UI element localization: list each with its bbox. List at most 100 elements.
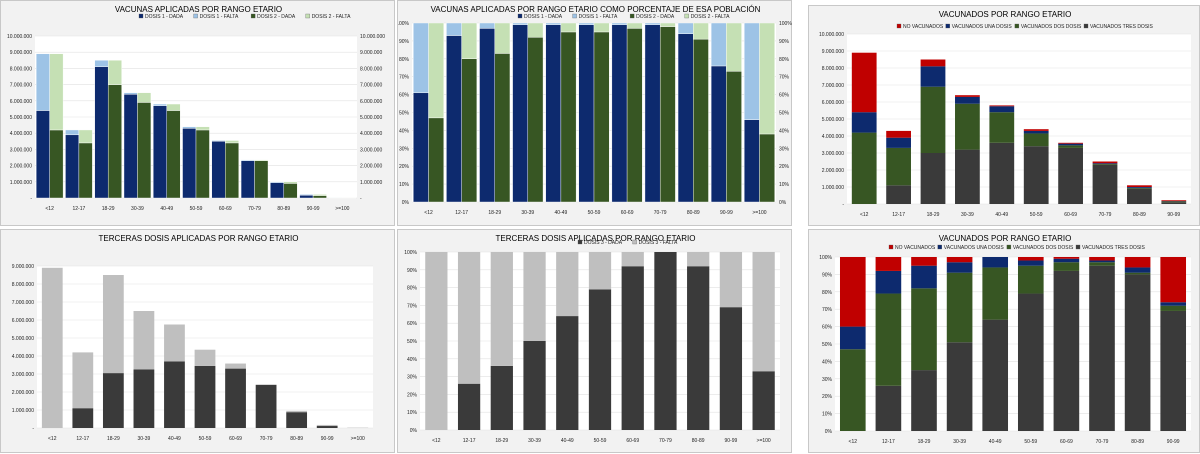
x-tick-label: 30-39: [521, 210, 534, 216]
bar-segment: [1160, 311, 1186, 431]
bar-segment: [284, 183, 297, 198]
bar-segment: [989, 105, 1014, 106]
bar-segment: [124, 93, 137, 95]
x-tick-label: <12: [48, 436, 57, 442]
x-tick-label: 80-89: [277, 206, 290, 212]
legend-label: DOSIS 1 - FALTA: [579, 14, 618, 20]
y2-tick-label: 8.000.000: [360, 66, 382, 72]
bar-segment: [42, 268, 63, 428]
x-tick-label: 18-29: [927, 212, 940, 218]
bar-segment: [711, 66, 726, 202]
legend-label: VACUNADOS UNA DOSIS: [952, 24, 1013, 30]
bar-segment: [561, 32, 576, 202]
chart-title: VACUNAS APLICADAS POR RANGO ETARIO COMO …: [431, 5, 761, 14]
bar-segment: [720, 252, 742, 307]
y-tick-label: 100%: [404, 250, 417, 256]
y-tick-label: 6.000.000: [822, 100, 844, 106]
bar-segment: [911, 370, 937, 431]
x-tick-label: 30-39: [953, 439, 966, 445]
x-tick-label: 70-79: [248, 206, 261, 212]
bar-segment: [579, 25, 594, 202]
legend-label: DOSIS 2 - FALTA: [312, 14, 351, 20]
bar-segment: [876, 271, 902, 294]
bar-segment: [195, 366, 216, 428]
bar-segment: [72, 352, 93, 408]
legend-label: DOSIS 2 - FALTA: [691, 14, 730, 20]
bar-segment: [1018, 294, 1044, 431]
x-tick-label: 50-59: [594, 438, 607, 444]
x-tick-label: 40-49: [995, 212, 1008, 218]
bar-segment: [413, 93, 428, 202]
y-tick-label: 20%: [407, 392, 418, 398]
x-tick-label: <12: [860, 212, 869, 218]
x-tick-label: 12-17: [882, 439, 895, 445]
legend-swatch: [251, 14, 255, 18]
x-tick-label: 50-59: [1024, 439, 1037, 445]
bar-segment: [65, 135, 78, 198]
y-tick-label: 2.000.000: [822, 168, 844, 174]
y-tick-label: 6.000.000: [12, 318, 34, 324]
bar-segment: [886, 185, 911, 204]
bar-segment: [284, 182, 297, 184]
y-tick-label: 7.000.000: [12, 300, 34, 306]
y2-tick-label: 40%: [779, 128, 790, 134]
y-tick-label: 40%: [399, 128, 410, 134]
bar-segment: [137, 102, 150, 198]
legend-swatch: [630, 14, 634, 18]
legend-swatch: [578, 240, 582, 244]
bar-segment: [546, 25, 561, 202]
bar-segment: [255, 160, 268, 161]
x-tick-label: >=100: [752, 210, 766, 216]
y-tick-label: 90%: [822, 272, 833, 278]
y-tick-label: 8.000.000: [822, 66, 844, 72]
bar-segment: [491, 366, 513, 430]
x-tick-label: >=100: [335, 206, 349, 212]
y-tick-label: 8.000.000: [12, 282, 34, 288]
x-tick-label: 18-29: [488, 210, 501, 216]
y-tick-label: 60%: [822, 325, 833, 331]
bar-segment: [627, 28, 642, 202]
bar-segment: [95, 67, 108, 198]
legend-label: VACUNADOS DOS DOSIS: [1021, 24, 1082, 30]
bar-segment: [876, 257, 902, 271]
x-tick-label: >=100: [351, 436, 365, 442]
x-tick-label: <12: [849, 439, 858, 445]
chart-panel-c5: TERCERAS DOSIS APLICADAS POR RANGO ETARI…: [397, 229, 792, 453]
bar-segment: [225, 140, 238, 142]
y2-tick-label: -: [360, 196, 362, 202]
y-tick-label: 30%: [399, 146, 410, 152]
y-tick-label: 7.000.000: [10, 83, 32, 89]
y-tick-label: 90%: [399, 39, 410, 45]
bar-segment: [744, 120, 759, 202]
legend-swatch: [573, 14, 577, 18]
legend-label: DOSIS 1 - FALTA: [200, 14, 239, 20]
bar-segment: [886, 131, 911, 138]
x-tick-label: 30-39: [131, 206, 144, 212]
bar-segment: [594, 23, 609, 32]
y-tick-label: 10%: [822, 412, 833, 418]
bar-segment: [270, 183, 283, 198]
bar-segment: [886, 148, 911, 185]
bar-segment: [103, 373, 124, 428]
chart-title: VACUNADOS POR RANGO ETARIO: [939, 234, 1072, 243]
bar-segment: [108, 85, 121, 198]
y-tick-label: 30%: [407, 375, 418, 381]
bar-segment: [711, 23, 726, 66]
bar-segment: [982, 257, 1008, 267]
bar-segment: [317, 425, 338, 426]
bar-segment: [286, 411, 307, 412]
bar-segment: [124, 94, 137, 198]
y-tick-label: 10%: [399, 182, 410, 188]
bar-segment: [1160, 257, 1186, 302]
legend-label: VACUNADOS DOS DOSIS: [1013, 245, 1074, 251]
bar-segment: [256, 385, 277, 428]
y2-tick-label: 7.000.000: [360, 83, 382, 89]
y-tick-label: 60%: [407, 321, 418, 327]
y2-tick-label: 10%: [779, 182, 790, 188]
y-tick-label: 6.000.000: [10, 99, 32, 105]
bar-segment: [462, 23, 477, 59]
y-tick-label: 70%: [407, 303, 418, 309]
bar-segment: [196, 130, 209, 198]
y2-tick-label: 5.000.000: [360, 115, 382, 121]
bar-segment: [753, 252, 775, 371]
